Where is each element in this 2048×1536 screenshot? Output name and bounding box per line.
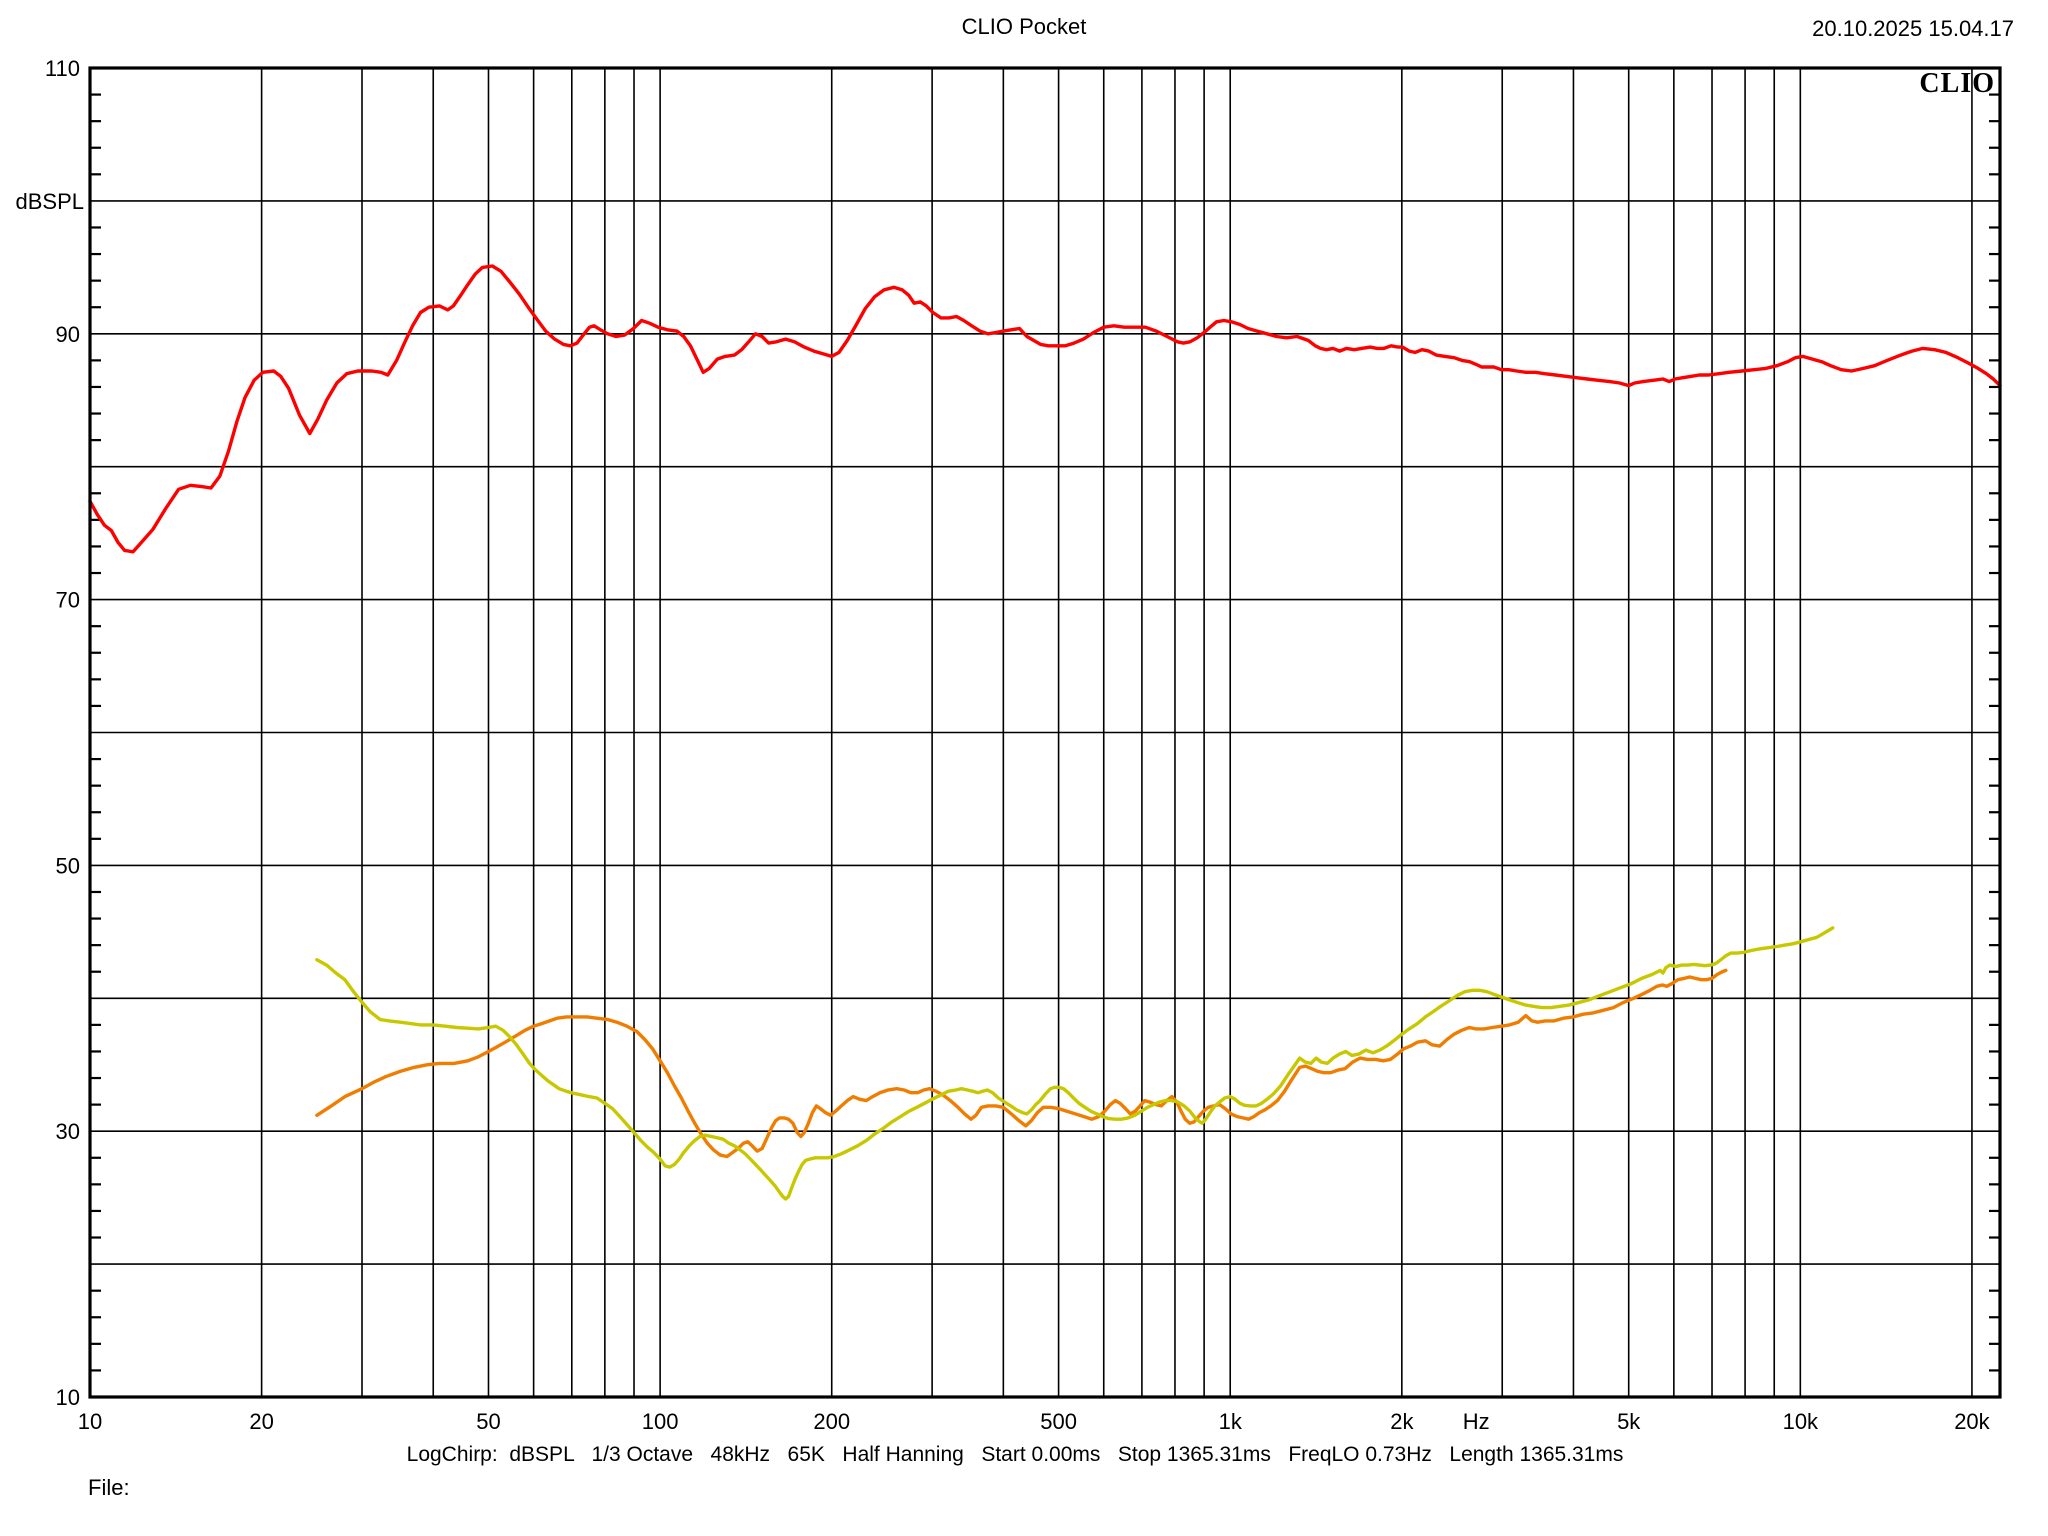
x-tick-label: 500 — [1040, 1409, 1077, 1434]
curve-distortion-yellow — [315, 926, 1835, 1201]
measurement-curves — [88, 264, 2002, 1201]
y-tick-label: 90 — [56, 322, 80, 347]
plot-border — [88, 66, 2002, 1399]
x-tick-label: 10k — [1783, 1409, 1819, 1434]
y-axis-unit-label: dBSPL — [16, 189, 85, 214]
x-tick-label: Hz — [1463, 1409, 1490, 1434]
x-tick-label: 200 — [813, 1409, 850, 1434]
measurement-settings-status: LogChirp: dBSPL 1/3 Octave 48kHz 65K Hal… — [407, 1443, 1624, 1466]
x-tick-label: 20k — [1954, 1409, 1990, 1434]
y-axis-tick-labels: 110 90 70 50 30 10 — [45, 56, 80, 1410]
x-tick-label: 1k — [1219, 1409, 1243, 1434]
y-tick-label: 10 — [56, 1385, 80, 1410]
y-tick-label: 30 — [56, 1119, 80, 1144]
y-tick-label: 110 — [45, 56, 80, 81]
datetime-stamp: 20.10.2025 15.04.17 — [1812, 16, 2014, 41]
window-title: CLIO Pocket — [962, 14, 1087, 39]
curve-distortion-orange — [315, 968, 1728, 1159]
x-tick-label: 100 — [642, 1409, 679, 1434]
grid-lines — [90, 68, 2000, 1397]
x-tick-label: 10 — [78, 1409, 102, 1434]
y-tick-label: 50 — [56, 853, 80, 878]
x-axis-tick-labels: 10 20 50 100 200 500 1k 2k Hz 5k 10k 20k — [78, 1409, 1991, 1434]
x-tick-label: 5k — [1617, 1409, 1641, 1434]
x-tick-label: 2k — [1390, 1409, 1414, 1434]
y-tick-label: 70 — [56, 588, 80, 613]
x-tick-label: 20 — [249, 1409, 273, 1434]
curve-response-red — [88, 264, 2002, 554]
file-label: File: — [88, 1475, 130, 1500]
clio-logo: CLIO — [1919, 68, 1995, 99]
x-tick-label: 50 — [476, 1409, 500, 1434]
